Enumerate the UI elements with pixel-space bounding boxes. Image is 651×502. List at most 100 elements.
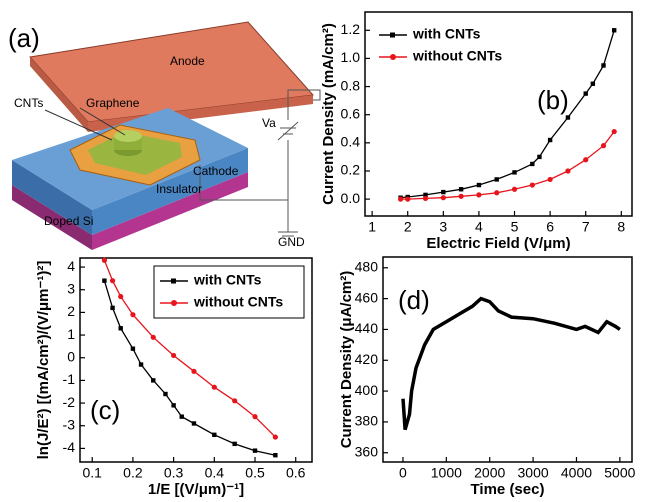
x-tick-label: 8: [617, 219, 625, 235]
y-tick-label: 0.8: [341, 77, 361, 93]
marker: [211, 384, 217, 390]
x-tick-label: 5: [511, 219, 519, 235]
marker: [150, 334, 156, 340]
marker: [476, 192, 482, 198]
marker: [252, 448, 258, 453]
y-tick-label: -4: [63, 439, 76, 455]
marker: [547, 137, 553, 143]
marker: [611, 128, 617, 135]
marker: [583, 157, 589, 163]
va-label: Va: [262, 116, 276, 130]
x-axis-label: Time (sec): [471, 481, 545, 498]
legend-box: [153, 265, 305, 319]
marker: [110, 305, 115, 311]
marker: [179, 414, 184, 419]
marker: [441, 189, 446, 195]
y-axis-label: Current Density (mA/cm²): [320, 23, 337, 205]
cnt-top: [114, 130, 142, 142]
y-tick-label: 1.0: [341, 49, 361, 65]
legend-marker: [390, 54, 396, 60]
panel-label: (b): [537, 85, 569, 115]
marker: [272, 434, 278, 440]
legend-marker: [390, 32, 395, 38]
marker: [590, 81, 596, 86]
y-axis-label: Current Density (μA/cm²): [338, 271, 355, 449]
chart: 0 1000 2000 3000 4000 5000 360 380 400 420 440 460 4…: [338, 256, 636, 498]
doped-si-label: Doped Si: [44, 214, 93, 228]
cnts-label: CNTs: [14, 96, 43, 110]
si-front: [92, 172, 248, 250]
marker: [171, 352, 177, 359]
legend-label: with CNTs: [193, 272, 262, 288]
series-line: [400, 30, 615, 199]
marker: [601, 63, 606, 68]
marker: [191, 368, 197, 374]
legend-marker: [171, 278, 176, 284]
marker: [273, 453, 278, 458]
marker: [423, 192, 428, 198]
x-tick-label: 0.2: [123, 465, 143, 481]
marker: [191, 421, 197, 426]
marker: [547, 176, 553, 183]
legend-label: without CNTs: [193, 294, 283, 310]
y-tick-label: 0.4: [341, 134, 361, 150]
marker: [529, 182, 535, 188]
plot-frame: [382, 256, 633, 463]
marker: [130, 346, 136, 351]
marker: [232, 441, 237, 447]
x-tick-label: 4: [475, 219, 483, 235]
x-tick-label: 6: [546, 219, 554, 235]
y-tick-label: -3: [63, 416, 76, 432]
marker: [422, 195, 429, 202]
marker: [458, 193, 464, 199]
y-tick-label: 3: [67, 280, 75, 296]
anode-label: Anode: [170, 54, 205, 68]
x-tick-label: 3000: [518, 465, 549, 481]
chart: 0.1 0.2 0.3 0.4 0.5 0.6 -4 -3 -2 -1 0 1 2 3 4 1/E [(V/μ…: [35, 257, 313, 498]
x-tick-label: 0.4: [205, 465, 225, 481]
y-tick-label: 1: [67, 326, 75, 342]
marker: [171, 403, 176, 408]
x-tick-label: 0.3: [164, 465, 184, 481]
y-tick-label: 0: [67, 348, 75, 364]
marker: [612, 28, 617, 33]
x-tick-label: 0.6: [286, 465, 306, 481]
marker: [494, 190, 500, 196]
insulator-front: [92, 148, 248, 235]
legend-label: without CNTs: [412, 48, 502, 64]
marker: [405, 196, 411, 202]
device-diagram: (a) Anode Graphene CNTs Va Cathode Insul…: [8, 21, 321, 250]
y-tick-label: 420: [355, 351, 379, 367]
panel-label: (c): [90, 395, 120, 425]
y-tick-label: 440: [355, 320, 379, 336]
marker: [212, 432, 217, 437]
y-tick-label: 480: [355, 258, 379, 274]
marker: [138, 362, 144, 367]
wire: [199, 140, 289, 201]
marker: [232, 398, 238, 404]
legend-box: [373, 20, 523, 72]
plot-frame: [364, 11, 633, 217]
x-tick-label: 0: [399, 465, 407, 481]
pointer: [44, 109, 113, 141]
x-tick-label: 0.1: [82, 465, 102, 481]
marker: [151, 378, 156, 383]
series-line: [103, 280, 276, 456]
x-tick-label: 1000: [431, 465, 462, 481]
marker: [537, 154, 542, 160]
marker: [102, 278, 107, 283]
y-tick-label: 1.2: [341, 21, 361, 37]
chart: 1 2 3 4 5 6 7 8 0.0 0.2 0.4 0.6 0.8 1.0 1.2 Electric Fi…: [320, 11, 633, 252]
series-line: [401, 296, 621, 431]
marker: [398, 196, 404, 202]
marker: [118, 293, 124, 300]
x-tick-label: 4000: [561, 465, 592, 481]
marker: [440, 195, 446, 201]
graphene-label: Graphene: [86, 96, 140, 110]
legend-label: with CNTs: [412, 26, 481, 42]
marker: [109, 278, 116, 284]
panel-label: (d): [398, 285, 430, 315]
x-tick-label: 2000: [474, 465, 505, 481]
x-axis-label: 1/E [(V/μm)⁻¹]: [148, 481, 244, 498]
